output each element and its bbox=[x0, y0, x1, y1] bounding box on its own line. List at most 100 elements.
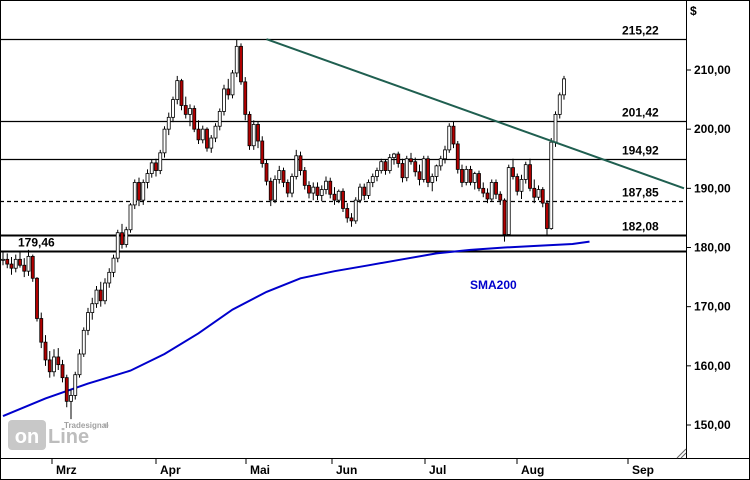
candle-body-down bbox=[264, 163, 269, 182]
candle bbox=[285, 179, 290, 198]
candle bbox=[179, 78, 184, 111]
candle-body-up bbox=[273, 179, 277, 201]
candle bbox=[328, 177, 333, 199]
candle bbox=[353, 197, 358, 224]
candle bbox=[290, 173, 294, 198]
candle-body-down bbox=[5, 258, 10, 265]
candle-body-down bbox=[256, 124, 260, 142]
candle bbox=[22, 258, 27, 278]
x-tick-label: Jul bbox=[429, 463, 446, 477]
candle-body-up bbox=[158, 152, 163, 171]
candle-body-up bbox=[166, 116, 171, 130]
candle-body-down bbox=[298, 155, 303, 171]
candle-body-up bbox=[489, 182, 494, 200]
candle bbox=[341, 188, 345, 212]
candle bbox=[336, 189, 341, 204]
candle-body-up bbox=[90, 303, 95, 313]
candle-body-down bbox=[56, 356, 61, 366]
candle bbox=[447, 123, 452, 153]
candle bbox=[166, 112, 171, 136]
y-tick-label: 190,00 bbox=[694, 181, 731, 195]
candle bbox=[485, 188, 490, 204]
candle-body-up bbox=[251, 124, 256, 147]
candle bbox=[315, 182, 320, 201]
candle-body-down bbox=[345, 208, 350, 219]
x-tick-label: Mai bbox=[250, 463, 270, 477]
candle bbox=[387, 154, 392, 174]
candle-body-down bbox=[328, 180, 333, 195]
candle-body-up bbox=[217, 111, 222, 127]
candle bbox=[1, 251, 5, 266]
candle bbox=[260, 136, 265, 168]
candle-body-down bbox=[307, 184, 311, 194]
candle bbox=[413, 157, 418, 177]
candle bbox=[145, 169, 150, 189]
candle bbox=[502, 198, 507, 242]
y-tick-label: 210,00 bbox=[694, 63, 731, 77]
candle-body-up bbox=[26, 255, 31, 272]
candle bbox=[205, 127, 209, 152]
resize-grip-icon[interactable] bbox=[676, 448, 687, 459]
candle bbox=[404, 155, 409, 182]
candle bbox=[124, 226, 129, 248]
candle bbox=[98, 281, 103, 307]
candle-body-down bbox=[192, 108, 197, 130]
candle bbox=[421, 155, 426, 183]
candle-body-down bbox=[120, 232, 124, 245]
candle bbox=[383, 159, 388, 175]
candle-body-down bbox=[137, 182, 141, 201]
candle-body-up bbox=[73, 374, 78, 396]
candle-body-down bbox=[39, 318, 44, 343]
candle-body-down bbox=[315, 186, 320, 196]
sma-line bbox=[2, 240, 590, 418]
candle-body-down bbox=[205, 128, 209, 149]
candle bbox=[9, 256, 14, 275]
candle-body-down bbox=[260, 140, 265, 164]
candle-body-down bbox=[451, 125, 456, 145]
candle-body-down bbox=[18, 258, 22, 266]
candle-body-up bbox=[81, 329, 86, 355]
candle bbox=[349, 213, 354, 227]
candle bbox=[188, 104, 192, 127]
candle-body-up bbox=[421, 158, 426, 180]
candle bbox=[264, 159, 269, 186]
candle bbox=[73, 371, 78, 400]
candle-body-up bbox=[375, 170, 379, 177]
candle-body-down bbox=[455, 143, 460, 170]
candle-body-down bbox=[332, 193, 337, 201]
candle bbox=[239, 43, 243, 85]
watermark-on-text: on bbox=[15, 426, 39, 448]
candle bbox=[494, 179, 498, 199]
candle-body-down bbox=[285, 182, 290, 194]
axes-layer: 150,00 160,00 170,00 180,00 190,00 200,00 210,… bbox=[51, 63, 731, 477]
candles-layer bbox=[1, 39, 566, 420]
candle-body-up bbox=[447, 125, 452, 151]
candle bbox=[18, 252, 22, 268]
candle-body-down bbox=[47, 359, 52, 373]
candle-body-up bbox=[438, 158, 443, 167]
candle-body-down bbox=[532, 187, 537, 198]
candle bbox=[468, 165, 473, 186]
candle bbox=[154, 158, 158, 177]
candle-body-down bbox=[226, 88, 231, 96]
y-tick-label: 180,00 bbox=[694, 241, 731, 255]
candle bbox=[481, 182, 486, 198]
candle-body-down bbox=[30, 255, 35, 279]
candle-body-up bbox=[171, 99, 175, 118]
candle bbox=[251, 120, 256, 150]
candle-body-up bbox=[311, 186, 316, 194]
candle-body-up bbox=[336, 190, 341, 201]
candle-body-up bbox=[145, 173, 150, 183]
candle-body-up bbox=[124, 229, 129, 245]
candle-body-up bbox=[464, 168, 469, 183]
candle bbox=[498, 191, 503, 205]
candle bbox=[171, 96, 175, 123]
candle-body-down bbox=[511, 167, 515, 177]
candle-body-down bbox=[302, 170, 307, 186]
candle bbox=[141, 179, 146, 205]
candle bbox=[277, 165, 282, 184]
candle-body-up bbox=[175, 80, 180, 100]
candle bbox=[90, 297, 95, 320]
candle-body-up bbox=[132, 182, 137, 206]
